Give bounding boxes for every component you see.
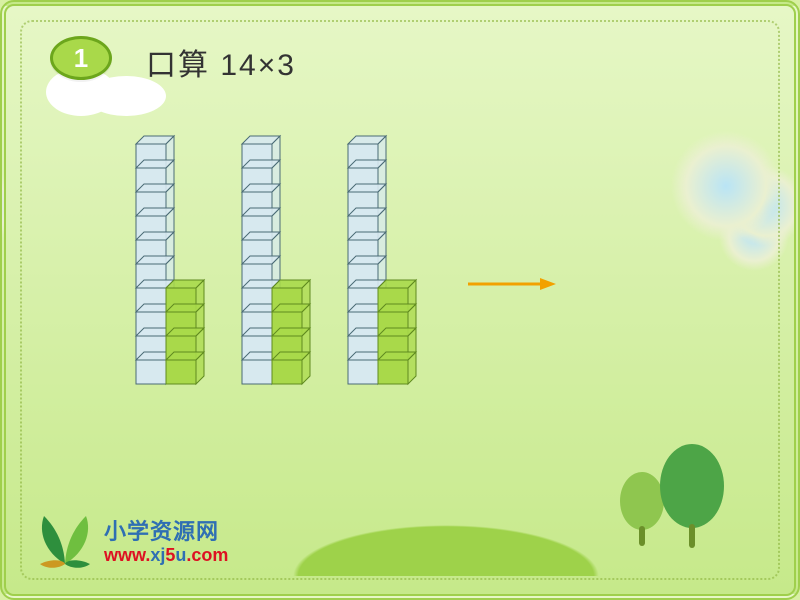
tens-cube (348, 232, 386, 256)
slide-frame: 1 口算 14×3 (0, 0, 800, 600)
ones-cube (166, 304, 204, 328)
tens-cube (242, 136, 280, 160)
ones-column (378, 280, 416, 376)
ones-cube (272, 304, 310, 328)
ones-cube (378, 352, 416, 376)
tree-small (620, 472, 664, 546)
tens-cube (136, 184, 174, 208)
block-towers (136, 136, 416, 376)
step-number: 1 (74, 43, 88, 74)
tens-cube (242, 232, 280, 256)
tens-cube (242, 184, 280, 208)
ground-hill (266, 516, 626, 576)
tens-cube (136, 256, 174, 280)
leaf-icon (30, 514, 100, 572)
tens-cube (136, 208, 174, 232)
tens-cube (242, 256, 280, 280)
ones-cube (272, 352, 310, 376)
tens-cube (348, 136, 386, 160)
ones-cube (378, 304, 416, 328)
tower (242, 136, 310, 376)
ones-column (166, 280, 204, 376)
ones-cube (378, 328, 416, 352)
tree-large (660, 444, 724, 548)
tens-cube (242, 208, 280, 232)
question-title: 口算 14×3 (146, 40, 296, 84)
ones-cube (272, 280, 310, 304)
ones-cube (166, 328, 204, 352)
tens-cube (242, 160, 280, 184)
tower (348, 136, 416, 376)
step-badge: 1 (50, 36, 112, 80)
logo-name: 小学资源网 (104, 519, 228, 545)
tens-cube (136, 136, 174, 160)
tens-cube (348, 208, 386, 232)
ones-column (272, 280, 310, 376)
arrow-icon (466, 274, 556, 294)
logo-url: www.xj5u.com (104, 545, 228, 567)
ones-cube (166, 352, 204, 376)
tower (136, 136, 204, 376)
tens-cube (348, 184, 386, 208)
site-logo: 小学资源网 www.xj5u.com (30, 514, 228, 572)
logo-text: 小学资源网 www.xj5u.com (104, 519, 228, 567)
ones-cube (166, 280, 204, 304)
ones-cube (272, 328, 310, 352)
ones-cube (378, 280, 416, 304)
tens-cube (136, 160, 174, 184)
tens-cube (136, 232, 174, 256)
tens-cube (348, 160, 386, 184)
tens-cube (348, 256, 386, 280)
